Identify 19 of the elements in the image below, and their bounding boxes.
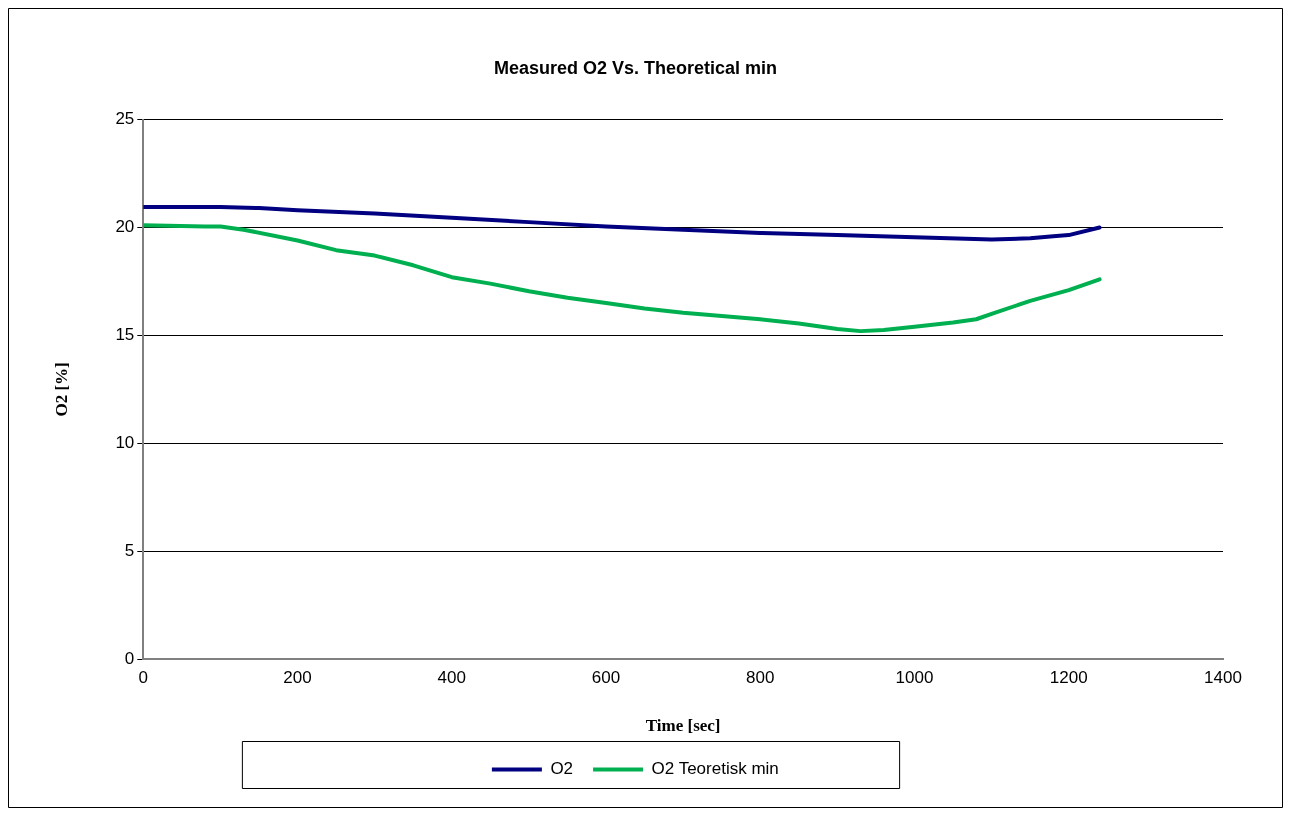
legend-label: O2 Teoretisk min <box>651 759 779 779</box>
chart-title: Measured O2 Vs. Theoretical min <box>493 57 778 78</box>
legend-label: O2 <box>550 759 574 779</box>
x-tick-label: 600 <box>591 668 621 688</box>
x-tick-label: 1400 <box>1204 668 1242 688</box>
x-tick-label: 400 <box>437 668 466 688</box>
y-tick-label: 0 <box>124 648 135 668</box>
x-tick-label: 0 <box>138 668 149 688</box>
y-tick-label: 5 <box>124 540 135 560</box>
x-tick-label: 1200 <box>1049 668 1088 688</box>
y-axis-title: O2 [%] <box>51 362 71 417</box>
x-tick-label: 1000 <box>895 668 934 688</box>
y-tick-label: 15 <box>115 325 135 345</box>
y-tick-label: 25 <box>115 109 135 129</box>
y-tick-label: 10 <box>115 433 135 453</box>
x-tick-label: 800 <box>746 668 775 688</box>
x-tick-label: 200 <box>283 668 312 688</box>
y-tick-label: 20 <box>115 217 135 237</box>
x-axis-title: Time [sec] <box>645 716 721 736</box>
